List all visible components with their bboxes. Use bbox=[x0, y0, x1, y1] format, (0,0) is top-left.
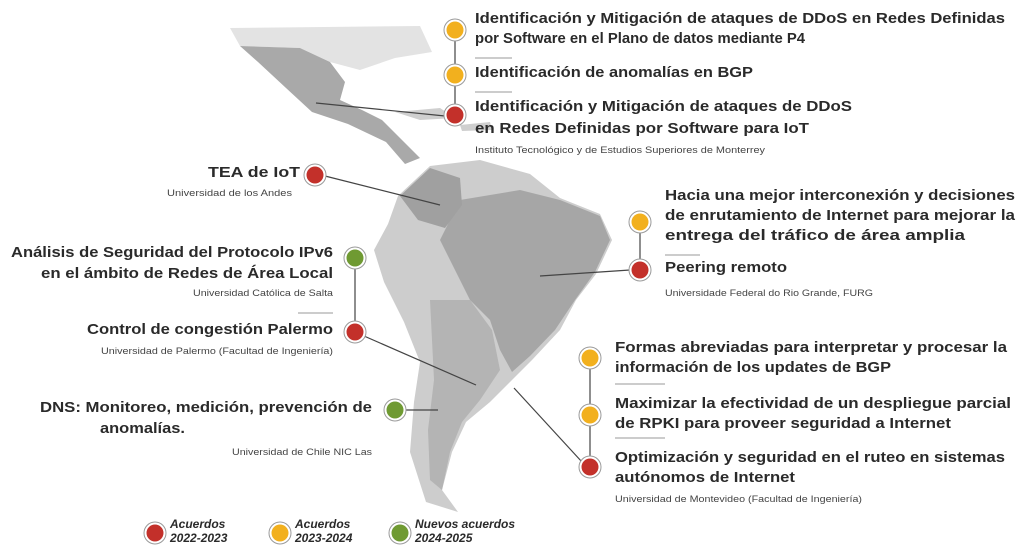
dot bbox=[146, 524, 164, 542]
institution: Universidad de Chile NIC Las bbox=[232, 447, 373, 457]
legend-label: Acuerdos bbox=[294, 517, 351, 531]
project-title: Identificación y Mitigación de ataques d… bbox=[475, 98, 852, 115]
project-title: Maximizar la efectividad de un despliegu… bbox=[615, 395, 1011, 412]
dot bbox=[581, 458, 599, 476]
institution: Universidad Católica de Salta bbox=[193, 288, 333, 298]
institution: Instituto Tecnológico y de Estudios Supe… bbox=[475, 145, 766, 155]
leader bbox=[513, 387, 583, 463]
north-america bbox=[230, 26, 432, 70]
dot bbox=[386, 401, 404, 419]
project-title: Identificación y Mitigación de ataques d… bbox=[475, 10, 1005, 27]
dot bbox=[631, 261, 649, 279]
southern-cone bbox=[428, 300, 500, 490]
dot bbox=[446, 66, 464, 84]
dot bbox=[346, 249, 364, 267]
dot bbox=[581, 349, 599, 367]
project-title: Optimización y seguridad en el ruteo en … bbox=[615, 449, 1005, 466]
project-title: Peering remoto bbox=[665, 259, 787, 276]
legend-label: 2022-2023 bbox=[169, 531, 228, 545]
project-title: Control de congestión Palermo bbox=[87, 321, 333, 338]
project-title: DNS: Monitoreo, medición, prevención de bbox=[40, 399, 372, 416]
institution: Universidad de Palermo (Facultad de Inge… bbox=[101, 346, 333, 356]
project-title: TEA de IoT bbox=[208, 164, 300, 181]
project-title: Análisis de Seguridad del Protocolo IPv6 bbox=[11, 244, 333, 261]
institution: Universidad de los Andes bbox=[167, 188, 293, 198]
project-title: Formas abreviadas para interpretar y pro… bbox=[615, 339, 1008, 356]
leader bbox=[539, 269, 631, 277]
brazil bbox=[440, 190, 610, 372]
project-title: por Software en el Plano de datos median… bbox=[475, 30, 806, 47]
dot bbox=[631, 213, 649, 231]
project-title: en el ámbito de Redes de Área Local bbox=[41, 265, 333, 282]
leader bbox=[363, 335, 477, 386]
project-title: de RPKI para proveer seguridad a Interne… bbox=[615, 415, 951, 432]
project-title: Identificación de anomalías en BGP bbox=[475, 64, 753, 81]
legend-label: Nuevos acuerdos bbox=[415, 517, 515, 531]
project-title: de enrutamiento de Internet para mejorar… bbox=[665, 207, 1016, 224]
dot bbox=[581, 406, 599, 424]
dot bbox=[346, 323, 364, 341]
project-title: información de los updates de BGP bbox=[615, 359, 891, 376]
colombia bbox=[400, 168, 462, 228]
institution: Universidad de Montevideo (Facultad de I… bbox=[615, 494, 862, 504]
project-title: en Redes Definidas por Software para IoT bbox=[475, 120, 809, 137]
dot bbox=[391, 524, 409, 542]
dot bbox=[306, 166, 324, 184]
dot bbox=[271, 524, 289, 542]
institution: Universidade Federal do Rio Grande, FURG bbox=[665, 288, 873, 298]
legend-label: 2024-2025 bbox=[414, 531, 473, 545]
dot bbox=[446, 106, 464, 124]
project-title: autónomos de Internet bbox=[615, 469, 795, 486]
project-title: entrega del tráfico de área amplia bbox=[665, 227, 966, 244]
legend-label: Acuerdos bbox=[169, 517, 226, 531]
map bbox=[230, 26, 612, 512]
project-title: Hacia una mejor interconexión y decision… bbox=[665, 187, 1015, 204]
leader bbox=[324, 175, 441, 206]
project-title: anomalías. bbox=[100, 420, 185, 437]
legend-label: 2023-2024 bbox=[294, 531, 353, 545]
dot bbox=[446, 21, 464, 39]
leader bbox=[315, 102, 446, 117]
leader-lines bbox=[298, 30, 700, 467]
